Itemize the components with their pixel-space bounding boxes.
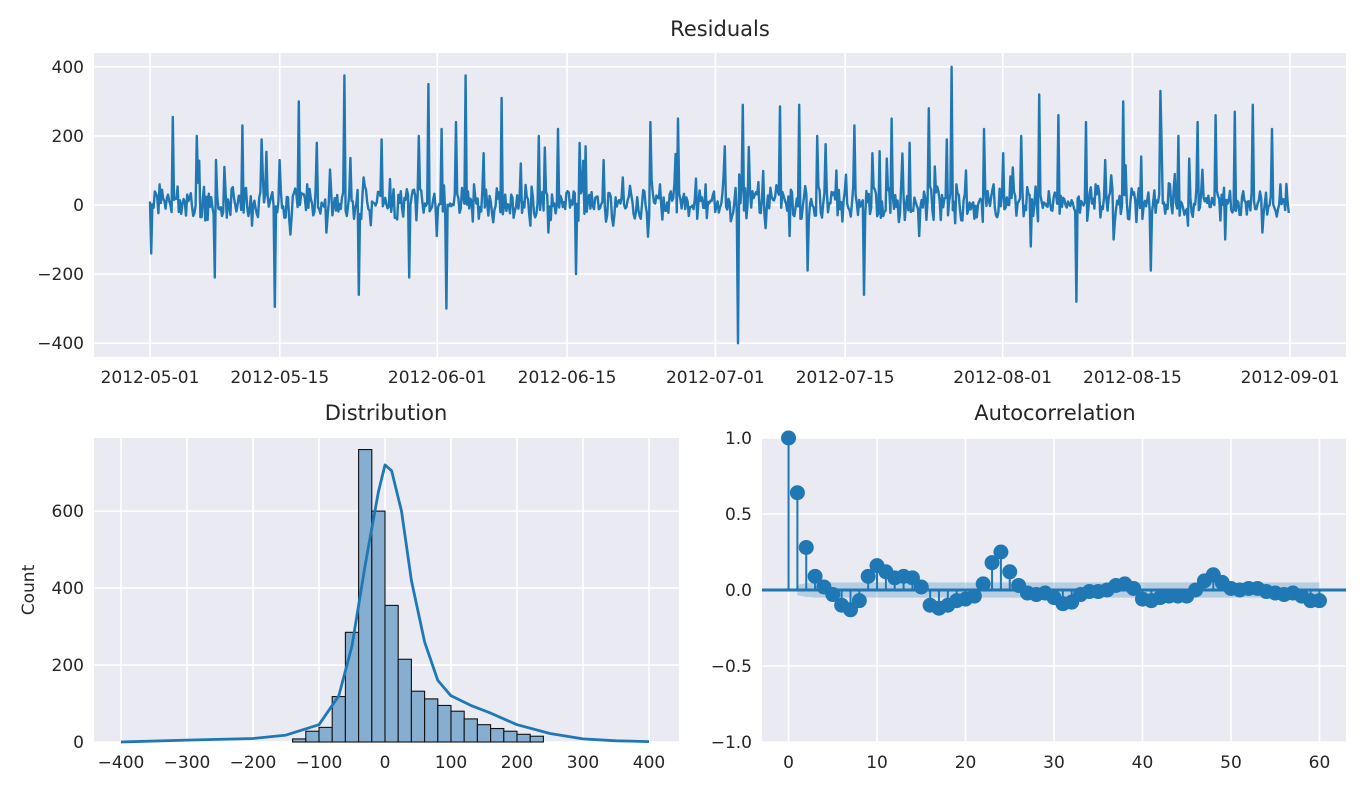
- residuals-y-tick-label: −200: [37, 265, 84, 285]
- histogram-bar: [463, 718, 478, 743]
- distribution-title: Distribution: [325, 401, 448, 425]
- acf-x-tick-label: 30: [1043, 753, 1065, 773]
- acf-y-tick-label: 0.0: [725, 581, 752, 601]
- distribution-x-tick-label: −200: [230, 753, 277, 773]
- acf-point: [781, 430, 797, 446]
- residuals-x-tick-label: 2012-05-01: [101, 368, 200, 388]
- histogram-bar: [371, 510, 386, 743]
- acf-point: [984, 555, 1000, 571]
- residuals-x-tick-label: 2012-06-01: [388, 368, 487, 388]
- acf-x-tick-label: 0: [783, 753, 794, 773]
- acf-point: [975, 576, 991, 592]
- distribution-x-tick-label: 300: [567, 753, 599, 773]
- histogram-bar: [490, 727, 505, 743]
- histogram-bar: [397, 658, 412, 743]
- distribution-x-tick-label: 0: [380, 753, 391, 773]
- residuals-x-tick-label: 2012-08-15: [1083, 368, 1182, 388]
- distribution-x-tick-label: −300: [164, 753, 211, 773]
- residuals-y-tick-label: −400: [37, 334, 84, 354]
- histogram-bar: [318, 726, 333, 743]
- residuals-y-tick-label: 200: [52, 127, 84, 147]
- acf-y-tick-label: 0.5: [725, 505, 752, 525]
- acf-y-tick-label: 1.0: [725, 429, 752, 449]
- histogram-bar: [450, 710, 465, 743]
- acf-point: [966, 588, 982, 604]
- acf-point: [1311, 593, 1327, 609]
- distribution-x-tick-label: 400: [633, 753, 665, 773]
- distribution-y-tick-label: 200: [52, 656, 84, 676]
- histogram-bar: [503, 730, 518, 743]
- residuals-x-tick-label: 2012-05-15: [230, 368, 329, 388]
- acf-y-tick-label: −1.0: [711, 733, 752, 753]
- residuals-x-tick-label: 2012-07-15: [796, 368, 895, 388]
- histogram-bar: [410, 690, 426, 743]
- distribution-x-tick-label: 100: [435, 753, 467, 773]
- acf-point: [1002, 564, 1018, 580]
- histogram-bar: [516, 733, 531, 743]
- acf-point: [860, 568, 876, 584]
- acf-point: [993, 544, 1009, 560]
- residuals-y-tick-label: 400: [52, 58, 84, 78]
- acf-point: [807, 568, 823, 584]
- acf-x-tick-label: 60: [1309, 753, 1331, 773]
- distribution-y-tick-label: 0: [73, 733, 84, 753]
- residuals-series-line: [148, 65, 1290, 345]
- residuals-y-tick-label: 0: [73, 196, 84, 216]
- acf-point: [1126, 580, 1142, 596]
- distribution-y-tick-label: 600: [52, 502, 84, 522]
- histogram-bar: [292, 738, 307, 743]
- autocorrelation-title: Autocorrelation: [974, 401, 1135, 425]
- acf-point: [798, 539, 814, 555]
- acf-point: [789, 485, 805, 501]
- histogram-bar: [424, 698, 439, 743]
- residuals-x-tick-label: 2012-08-01: [953, 368, 1052, 388]
- acf-x-tick-label: 10: [866, 753, 888, 773]
- distribution-x-tick-label: 200: [501, 753, 533, 773]
- acf-point: [913, 579, 929, 595]
- distribution-y-tick-label: 400: [52, 579, 84, 599]
- kde-curve: [120, 463, 650, 744]
- histogram-bar: [529, 735, 544, 743]
- acf-point: [825, 587, 841, 603]
- histogram-bar: [305, 730, 320, 743]
- acf-x-tick-label: 20: [955, 753, 977, 773]
- residuals-x-tick-label: 2012-06-15: [518, 368, 617, 388]
- residuals-title: Residuals: [670, 17, 770, 41]
- acf-x-tick-label: 40: [1132, 753, 1154, 773]
- residuals-x-tick-label: 2012-09-01: [1241, 368, 1340, 388]
- histogram-bar: [437, 704, 452, 743]
- acf-x-tick-label: 50: [1220, 753, 1242, 773]
- acf-y-tick-label: −0.5: [711, 657, 752, 677]
- residuals-x-tick-label: 2012-07-01: [666, 368, 765, 388]
- distribution-x-tick-label: −400: [98, 753, 145, 773]
- histogram-bar: [384, 604, 399, 743]
- acf-point: [851, 593, 867, 609]
- histogram-bar: [476, 724, 492, 743]
- distribution-x-tick-label: −100: [296, 753, 343, 773]
- distribution-y-label: Count: [19, 564, 39, 615]
